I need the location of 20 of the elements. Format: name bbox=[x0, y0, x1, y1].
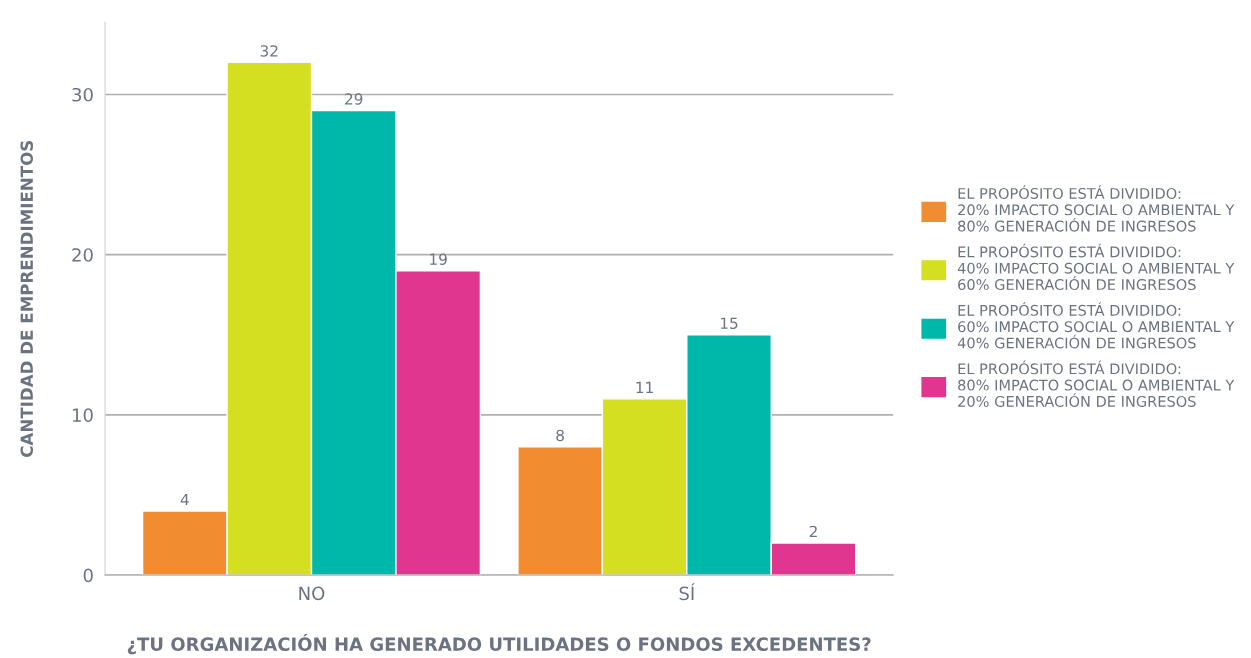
y-tick-label: 20 bbox=[72, 248, 93, 262]
data-label: 2 bbox=[809, 525, 817, 538]
y-tick-label: 30 bbox=[72, 87, 93, 102]
data-label: 15 bbox=[720, 317, 738, 330]
legend-label: EL PROPÓSITO ESTÁ DIVIDIDO: 20% IMPACTO SOCIAL O AMBIENTAL Y 80% GENERACIÓN DE INGRESOS bbox=[958, 185, 1235, 232]
data-label: 4 bbox=[180, 493, 189, 506]
data-label: 29 bbox=[345, 93, 363, 105]
x-tick-label: NO bbox=[299, 586, 325, 601]
x-tick-label: SÍ bbox=[679, 583, 695, 601]
y-tick-label: 0 bbox=[83, 568, 93, 583]
data-label: 19 bbox=[430, 253, 447, 265]
x-axis-title: ¿TU ORGANIZACIÓN HA GENERADO UTILIDADES O FONDOS EXCEDENTES? bbox=[127, 634, 871, 655]
data-label: 11 bbox=[636, 381, 653, 393]
legend-label: EL PROPÓSITO ESTÁ DIVIDIDO: 40% IMPACTO SOCIAL O AMBIENTAL Y 60% GENERACIÓN DE INGRESOS bbox=[957, 243, 1235, 291]
y-tick-label: 10 bbox=[72, 408, 93, 422]
y-axis-title: CANTIDAD DE EMPRENDIMIENTOS bbox=[20, 140, 34, 457]
legend-label: EL PROPÓSITO ESTÁ DIVIDIDO: 80% IMPACTO SOCIAL O AMBIENTAL Y 20% GENERACIÓN DE INGRESOS bbox=[958, 360, 1235, 407]
data-label: 8 bbox=[556, 429, 564, 442]
legend-label: EL PROPÓSITO ESTÁ DIVIDIDO: 60% IMPACTO SOCIAL O AMBIENTAL Y 40% GENERACIÓN DE INGRESOS bbox=[957, 302, 1235, 349]
data-label: 32 bbox=[260, 45, 278, 57]
